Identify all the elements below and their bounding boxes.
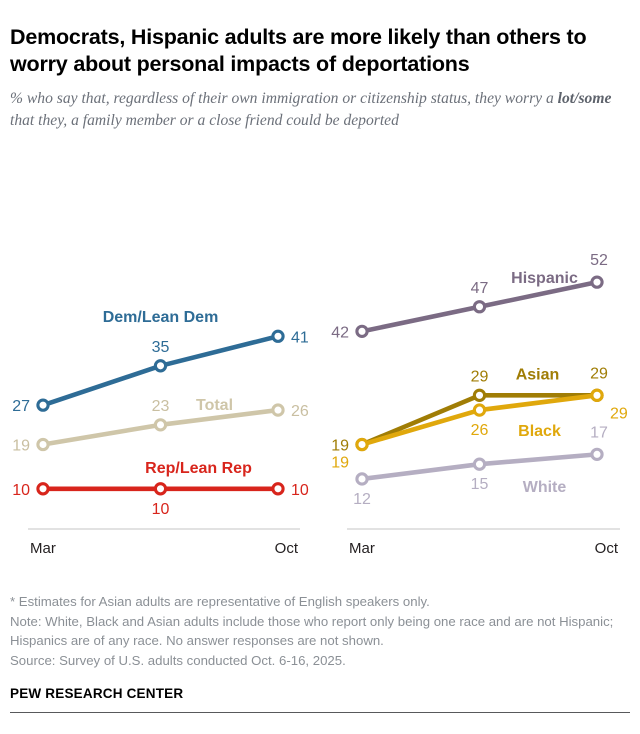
series-dem-lean-dem: 27 35 41: [12, 329, 309, 415]
data-value-label: 52: [590, 252, 608, 269]
x-axis-tick-end: Oct: [595, 540, 619, 557]
data-point-marker: [472, 300, 487, 314]
data-point-marker: [153, 482, 168, 496]
data-point-marker: [590, 447, 604, 462]
data-value-label: 23: [152, 398, 170, 415]
data-point-marker: [271, 403, 285, 417]
methodology-note: Note: White, Black and Asian adults incl…: [10, 613, 617, 649]
data-value-label: 26: [291, 403, 309, 420]
data-value-label: 29: [590, 365, 608, 382]
data-value-label: 29: [471, 368, 489, 385]
data-value-label: 15: [471, 476, 489, 493]
data-point-marker: [472, 388, 487, 402]
data-point-marker: [36, 437, 50, 452]
chart-container: Mar Oct 27 35 41 19 23 26 10 10 10 Dem/Lean Dem Tota…: [0, 198, 640, 566]
data-point-marker: [153, 359, 168, 373]
pew-research-center-brand: PEW RESEARCH CENTER: [10, 686, 184, 701]
source-note: Source: Survey of U.S. adults conducted …: [10, 652, 346, 668]
data-value-label: 10: [12, 482, 30, 499]
x-axis-tick-end: Oct: [275, 540, 299, 557]
x-axis-tick-start: Mar: [30, 540, 56, 557]
page-subtitle: % who say that, regardless of their own …: [10, 78, 638, 132]
subtitle-text-part2: that they, a family member or a close fr…: [10, 112, 399, 129]
data-point-marker: [590, 388, 604, 402]
data-value-label: 42: [331, 324, 349, 341]
series-label-black: Black: [518, 423, 561, 440]
data-value-label: 41: [291, 329, 309, 346]
data-value-label: 19: [331, 455, 349, 472]
series-black: 19 26 29: [331, 388, 628, 472]
data-value-label: 19: [331, 438, 349, 455]
brand-divider: [10, 712, 630, 713]
series-white: 12 15 17: [353, 424, 608, 508]
data-value-label: 12: [353, 491, 371, 508]
footnotes: * Estimates for Asian adults are represe…: [10, 592, 630, 670]
data-point-marker: [355, 437, 369, 452]
data-point-marker: [472, 457, 487, 471]
data-value-label: 26: [471, 422, 489, 439]
data-value-label: 17: [590, 424, 608, 441]
data-value-label: 19: [12, 438, 30, 455]
chart-panel-right: Mar Oct 42 47 52 19 29 29 19 26 29 12 15 17 Hispanic As…: [331, 252, 628, 557]
data-value-label: 27: [12, 398, 30, 415]
subtitle-emphasis: lot/some: [557, 90, 612, 107]
data-value-label: 35: [152, 339, 170, 356]
data-value-label: 47: [471, 280, 489, 297]
data-point-marker: [36, 398, 50, 412]
subtitle-text-part1: % who say that, regardless of their own …: [10, 90, 558, 107]
x-axis-tick-start: Mar: [349, 540, 375, 557]
data-point-marker: [472, 403, 487, 417]
page-title: Democrats, Hispanic adults are more like…: [10, 25, 587, 76]
line-chart-svg: Mar Oct 27 35 41 19 23 26 10 10 10 Dem/Lean Dem Tota…: [12, 252, 628, 557]
data-point-marker: [271, 482, 285, 496]
data-point-marker: [590, 275, 604, 289]
series-total: 19 23 26: [12, 398, 309, 455]
series-rep-lean-rep: 10 10 10: [12, 482, 309, 518]
chart-panel-left: Mar Oct 27 35 41 19 23 26 10 10 10 Dem/Lean Dem Tota…: [12, 309, 309, 557]
series-label-dem-lean-dem: Dem/Lean Dem: [103, 309, 219, 326]
series-label-hispanic: Hispanic: [511, 270, 578, 287]
data-point-marker: [271, 329, 285, 343]
series-label-asian: Asian: [516, 366, 560, 383]
data-point-marker: [36, 482, 50, 496]
data-value-label: 29: [610, 405, 628, 422]
series-label-total: Total: [196, 397, 233, 414]
data-value-label: 10: [291, 482, 309, 499]
data-value-label: 10: [152, 501, 170, 518]
data-point-marker: [153, 418, 168, 432]
asterisk-note: * Estimates for Asian adults are represe…: [10, 594, 430, 609]
data-point-marker: [355, 472, 369, 486]
series-hispanic: 42 47 52: [331, 252, 608, 341]
series-label-rep-lean-rep: Rep/Lean Rep: [145, 460, 252, 477]
data-point-marker: [355, 324, 369, 339]
series-label-white: White: [523, 479, 567, 496]
